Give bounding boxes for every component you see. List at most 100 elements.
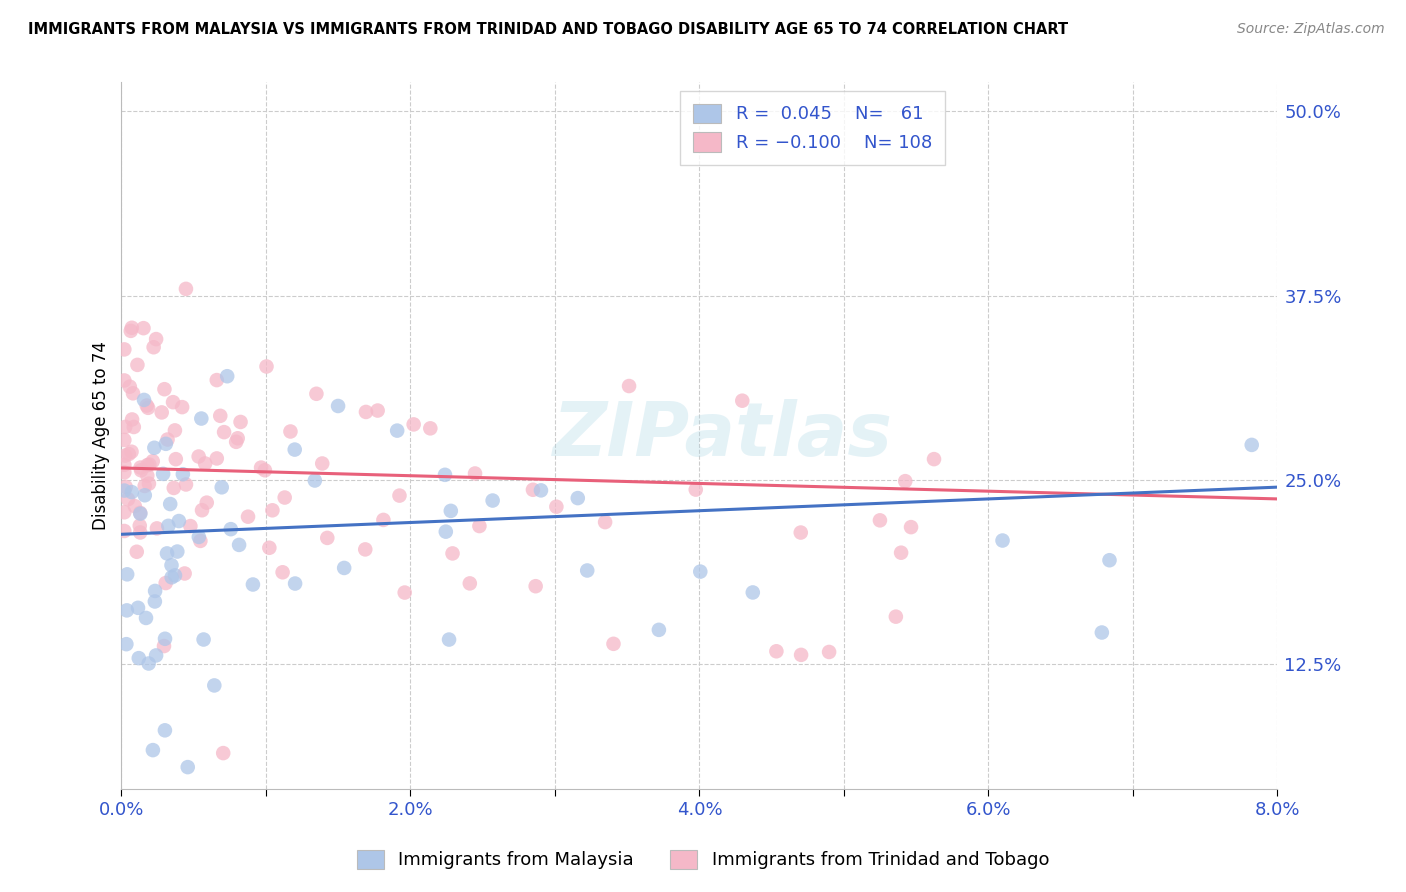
Point (326, 399, 349, 413)
Point (134, 479, 156, 493)
Point (174, 477, 197, 491)
Point (617, 379, 640, 393)
Point (316, 531, 339, 545)
Text: Source: ZipAtlas.com: Source: ZipAtlas.com (1237, 22, 1385, 37)
Point (890, 546, 912, 560)
Point (153, 639, 176, 653)
Point (121, 320, 143, 334)
Point (122, 386, 145, 401)
Point (790, 648, 813, 662)
Point (217, 369, 239, 384)
Point (115, 603, 138, 617)
Point (160, 558, 183, 573)
Point (163, 481, 186, 495)
Point (157, 519, 180, 533)
Point (172, 467, 194, 482)
Point (741, 585, 763, 599)
Point (284, 576, 307, 591)
Point (114, 420, 136, 434)
Point (209, 409, 232, 423)
Point (134, 488, 156, 502)
Point (394, 585, 416, 599)
Point (524, 579, 547, 593)
Point (818, 645, 841, 659)
Point (156, 433, 179, 447)
Point (138, 476, 160, 491)
Point (205, 373, 228, 387)
Point (253, 463, 276, 477)
Point (136, 458, 159, 472)
Point (153, 723, 176, 738)
Point (195, 495, 218, 509)
Point (273, 491, 295, 505)
Point (136, 468, 159, 483)
Point (143, 441, 166, 455)
Point (122, 420, 145, 434)
Point (112, 374, 135, 388)
Point (900, 520, 922, 534)
Point (242, 577, 264, 591)
Point (481, 493, 503, 508)
Point (120, 324, 142, 338)
Point (153, 632, 176, 646)
Point (135, 611, 157, 625)
Point (464, 467, 486, 481)
Point (689, 565, 711, 579)
Point (138, 657, 160, 671)
Point (226, 431, 249, 445)
Point (433, 467, 456, 482)
Legend: R =  0.045    N=   61, R = −0.100    N= 108: R = 0.045 N= 61, R = −0.100 N= 108 (681, 91, 945, 165)
Point (114, 449, 136, 463)
Point (143, 594, 166, 608)
Point (187, 450, 209, 464)
Point (441, 546, 464, 560)
Point (790, 525, 813, 540)
Point (118, 447, 141, 461)
Point (127, 358, 149, 372)
Point (152, 467, 174, 481)
Point (1091, 625, 1114, 640)
Point (132, 321, 155, 335)
Point (576, 564, 599, 578)
Point (159, 497, 181, 511)
Point (187, 530, 209, 544)
Point (142, 340, 165, 354)
Point (211, 480, 233, 494)
Legend: Immigrants from Malaysia, Immigrants from Trinidad and Tobago: Immigrants from Malaysia, Immigrants fro… (347, 840, 1059, 879)
Point (165, 452, 187, 467)
Point (367, 403, 389, 417)
Point (354, 542, 377, 557)
Point (593, 515, 616, 529)
Point (135, 399, 157, 413)
Point (229, 415, 252, 429)
Point (219, 522, 242, 536)
Point (162, 395, 184, 409)
Point (1098, 553, 1121, 567)
Point (236, 509, 259, 524)
Point (884, 609, 907, 624)
Point (156, 546, 179, 560)
Point (167, 514, 190, 528)
Point (145, 332, 167, 346)
Point (121, 412, 143, 426)
Point (112, 524, 135, 538)
Point (259, 541, 281, 555)
Point (160, 570, 183, 584)
Point (191, 503, 214, 517)
Point (194, 457, 217, 471)
Point (132, 392, 155, 407)
Text: IMMIGRANTS FROM MALAYSIA VS IMMIGRANTS FROM TRINIDAD AND TOBAGO DISABILITY AGE 6: IMMIGRANTS FROM MALAYSIA VS IMMIGRANTS F… (28, 22, 1069, 37)
Point (522, 483, 544, 497)
Point (284, 442, 307, 457)
Point (163, 423, 186, 437)
Point (419, 421, 441, 435)
Point (373, 513, 395, 527)
Point (385, 424, 408, 438)
Point (127, 600, 149, 615)
Point (129, 460, 152, 475)
Point (434, 524, 457, 539)
Point (118, 379, 141, 393)
Point (179, 519, 201, 533)
Point (129, 525, 152, 540)
Point (115, 567, 138, 582)
